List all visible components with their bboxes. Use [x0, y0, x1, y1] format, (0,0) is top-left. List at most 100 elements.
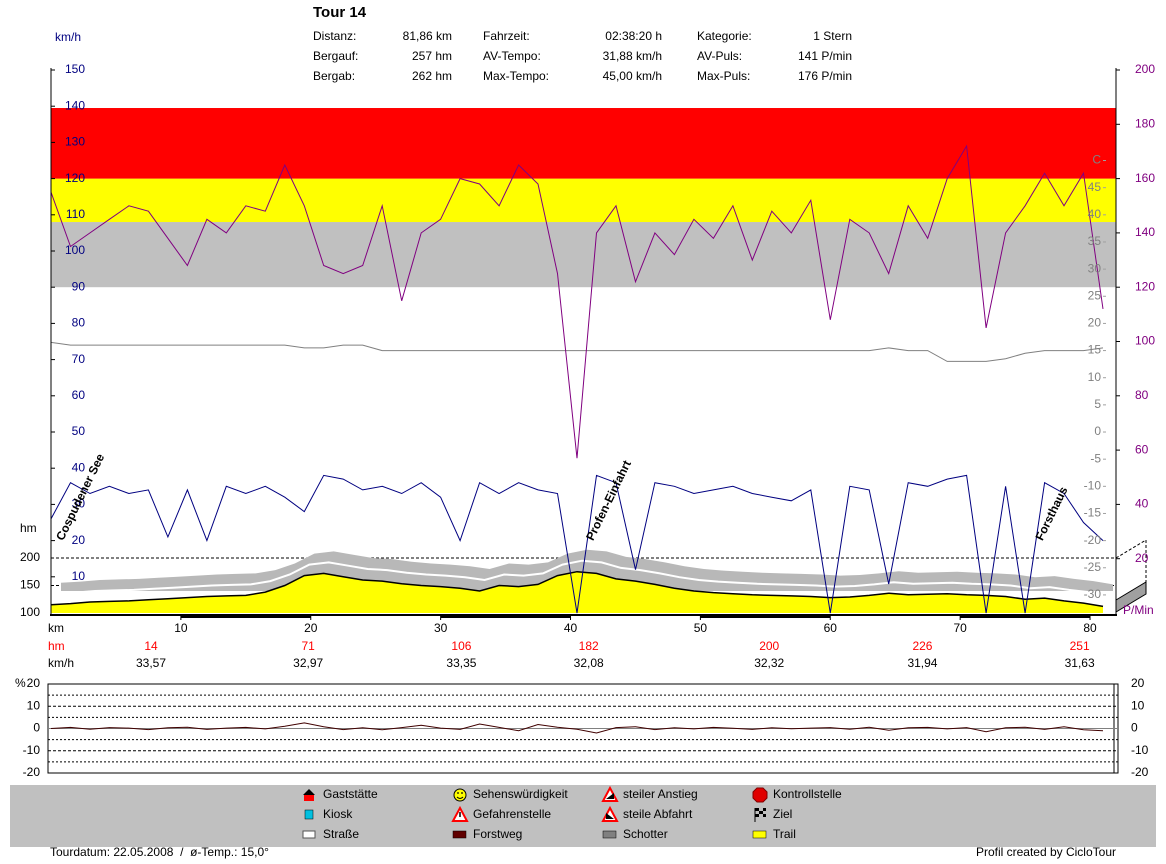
- y3-tick-label: 15: [1088, 343, 1102, 357]
- hm-tick-label: 200: [20, 550, 40, 564]
- hm-tick-label: 100: [20, 605, 40, 619]
- summary-speed: 31,94: [907, 656, 937, 670]
- y2-tick-label: 160: [1135, 171, 1155, 185]
- summary-hm: 71: [301, 639, 315, 653]
- hm-axis-label: hm: [20, 521, 37, 535]
- legend-icon: [453, 788, 467, 802]
- altitude-shadow-line: [55, 559, 1109, 597]
- stat-value: 262 hm: [412, 69, 452, 83]
- stat-value: 257 hm: [412, 49, 452, 63]
- legend-label: Schotter: [623, 827, 668, 841]
- legend-icon: [752, 830, 767, 839]
- x-tick-label: 20: [304, 621, 318, 635]
- series-line: [50, 144, 1104, 459]
- stat-value: 141 P/min: [798, 49, 852, 63]
- y2-tick-label: 120: [1135, 279, 1155, 293]
- y-tick-label: 110: [66, 207, 85, 221]
- y-tick-label: 30: [72, 497, 86, 511]
- y2-tick-label: 180: [1135, 116, 1155, 130]
- x-band: [700, 615, 831, 618]
- legend-icon: [452, 830, 467, 839]
- x-band: [440, 615, 571, 618]
- x-tick-label: 50: [694, 621, 708, 635]
- stat-value: 81,86 km: [403, 29, 452, 43]
- legend-icon: [601, 805, 619, 822]
- y-tick-label: 90: [72, 279, 86, 293]
- y3-tick-label: -5: [1090, 451, 1101, 465]
- legend-label: Trail: [773, 827, 796, 841]
- legend: Gaststätte Kiosk Straße Sehenswürdigkeit…: [10, 785, 1156, 847]
- gradient-axis-label: %: [15, 676, 26, 690]
- y3-tick-label: -10: [1084, 478, 1102, 492]
- legend-icon: [601, 785, 619, 802]
- gradient-tick-label-right: 10: [1131, 698, 1145, 712]
- stat-value: 45,00 km/h: [603, 69, 662, 83]
- y-axis-label: km/h: [55, 30, 81, 44]
- gradient-tick-label-right: 0: [1131, 721, 1138, 735]
- hm-tick-label: 150: [20, 578, 40, 592]
- summary-hm: 200: [759, 639, 779, 653]
- y3-tick-label: 25: [1088, 288, 1102, 302]
- x-tick-label: 30: [434, 621, 448, 635]
- stat-value: 176 P/min: [798, 69, 852, 83]
- y-tick-label: 80: [72, 316, 86, 330]
- x-tick-label: 60: [824, 621, 838, 635]
- summary-hm: 14: [144, 639, 158, 653]
- legend-label: Straße: [323, 827, 359, 841]
- summary-hm: 106: [451, 639, 471, 653]
- y2-tick-label: 20: [1135, 551, 1149, 565]
- y2-tick-label: 40: [1135, 497, 1149, 511]
- x-tick-label: 10: [174, 621, 188, 635]
- perspective-line: [1115, 539, 1147, 559]
- y3-tick-label: 5: [1094, 397, 1101, 411]
- y3-tick-label: -30: [1084, 587, 1102, 601]
- y-tick-label: 60: [72, 388, 86, 402]
- summary-hm: 251: [1070, 639, 1090, 653]
- y2-tick-label: 100: [1135, 334, 1155, 348]
- y3-tick-label: 0: [1094, 424, 1101, 438]
- gradient-tick-label: 0: [33, 721, 40, 735]
- summary-speed: 31,63: [1065, 656, 1095, 670]
- gradient-tick-label-right: -10: [1131, 743, 1149, 757]
- stat-label: Bergauf:: [313, 49, 358, 63]
- stat-label: Kategorie:: [697, 29, 752, 43]
- stat-value: 31,88 km/h: [603, 49, 662, 63]
- x-axis-label: km: [48, 621, 64, 635]
- y-tick-label: 100: [65, 243, 85, 257]
- y2-axis-label: P/Min: [1123, 603, 1154, 617]
- y3-tick-label: -15: [1084, 506, 1102, 520]
- x-tick-label: 70: [953, 621, 967, 635]
- summary-speed: 32,97: [293, 656, 323, 670]
- legend-label: Ziel: [773, 807, 792, 821]
- y-tick-label: 130: [65, 135, 85, 149]
- series-line: [50, 341, 1104, 362]
- footer-left: Tourdatum: 22.05.2008 / ø-Temp.: 15,0°: [50, 845, 269, 859]
- y-tick-label: 70: [72, 352, 86, 366]
- gradient-tick-label: 20: [27, 676, 41, 690]
- gradient-tick-label: -20: [23, 765, 41, 779]
- stat-label: Max-Tempo:: [483, 69, 549, 83]
- stat-label: AV-Puls:: [697, 49, 742, 63]
- legend-label: Kontrollstelle: [773, 787, 842, 801]
- gradient-line: [50, 722, 1104, 734]
- y-tick-label: 40: [72, 460, 86, 474]
- legend-icon: [602, 830, 617, 839]
- y2-tick-label: 80: [1135, 388, 1149, 402]
- legend-label: steile Abfahrt: [623, 807, 693, 821]
- stat-label: Fahrzeit:: [483, 29, 530, 43]
- x-tick-label: 40: [564, 621, 578, 635]
- summary-hm: 226: [912, 639, 932, 653]
- y3-tick-label: 40: [1088, 207, 1102, 221]
- y3-tick-label: 10: [1088, 370, 1102, 384]
- footer-right: Profil created by CicloTour: [976, 845, 1116, 859]
- perspective-wedge: [1115, 581, 1147, 613]
- legend-icon: [752, 787, 768, 803]
- y2-tick-label: 140: [1135, 225, 1155, 239]
- legend-label: steiler Anstieg: [623, 787, 698, 801]
- gradient-tick-label-right: -20: [1131, 765, 1149, 779]
- stat-label: Bergab:: [313, 69, 355, 83]
- legend-icon: [451, 805, 469, 822]
- stat-value: 02:38:20 h: [605, 29, 662, 43]
